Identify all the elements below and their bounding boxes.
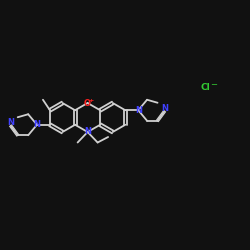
Text: Cl: Cl xyxy=(200,83,210,92)
Text: −: − xyxy=(210,80,217,90)
Text: N: N xyxy=(34,120,40,129)
Text: N: N xyxy=(84,128,91,136)
Text: N: N xyxy=(135,106,142,115)
Text: N: N xyxy=(7,118,14,127)
Text: O: O xyxy=(84,98,91,108)
Text: N: N xyxy=(161,104,168,113)
Text: +: + xyxy=(88,98,94,102)
